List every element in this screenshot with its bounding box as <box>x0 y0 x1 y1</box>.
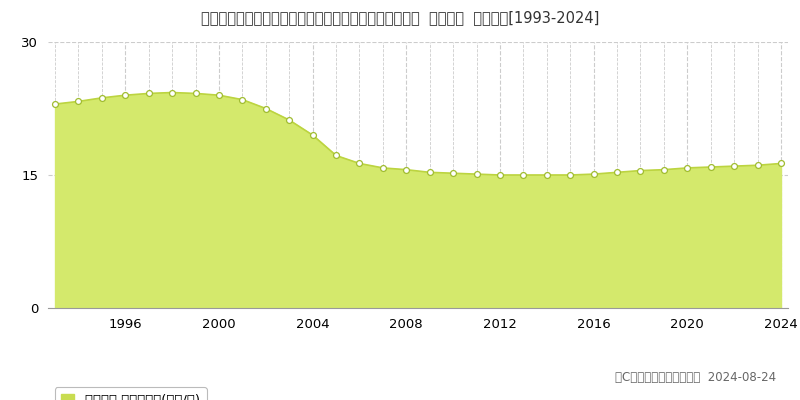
Point <box>728 163 741 169</box>
Point <box>142 90 155 97</box>
Point <box>564 172 577 178</box>
Point <box>330 152 342 159</box>
Point <box>494 172 506 178</box>
Point <box>704 164 717 170</box>
Point <box>95 95 108 101</box>
Point <box>213 92 226 98</box>
Point <box>446 170 459 176</box>
Point <box>610 169 623 176</box>
Point <box>306 132 319 138</box>
Point <box>634 167 647 174</box>
Text: 長野県塩尻市大字広丘高出字下桔梗ケ原２２１３番２２  地価公示  地価推移[1993-2024]: 長野県塩尻市大字広丘高出字下桔梗ケ原２２１３番２２ 地価公示 地価推移[1993… <box>201 10 599 25</box>
Point <box>470 171 483 177</box>
Point <box>517 172 530 178</box>
Point <box>540 172 553 178</box>
Point <box>423 169 436 176</box>
Point <box>658 166 670 173</box>
Point <box>189 90 202 97</box>
Point <box>119 92 132 98</box>
Point <box>681 165 694 171</box>
Point <box>400 166 413 173</box>
Text: （C）土地価格ドットコム  2024-08-24: （C）土地価格ドットコム 2024-08-24 <box>615 371 776 384</box>
Point <box>166 89 178 96</box>
Point <box>259 105 272 112</box>
Point <box>283 117 296 123</box>
Point <box>49 101 62 107</box>
Point <box>751 162 764 168</box>
Point <box>774 160 787 167</box>
Point <box>353 160 366 167</box>
Point <box>72 98 85 105</box>
Point <box>587 171 600 177</box>
Point <box>377 165 390 171</box>
Legend: 地価公示 平均坪単価(万円/坪): 地価公示 平均坪単価(万円/坪) <box>54 387 206 400</box>
Point <box>236 96 249 103</box>
